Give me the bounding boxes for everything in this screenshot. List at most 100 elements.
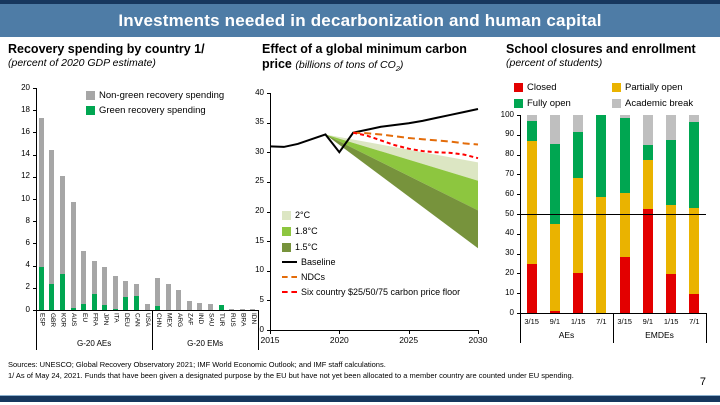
footnote-text: 1/ As of May 24, 2021. Funds that have b…	[8, 371, 574, 381]
x-tick	[478, 330, 479, 334]
bar-green-CHN	[155, 306, 161, 310]
y-tick	[267, 270, 270, 272]
y-tick-label: 90	[505, 129, 514, 139]
bar-nongreen-RUS	[229, 308, 235, 310]
green-swatch-icon	[86, 106, 95, 115]
bar-academic-break-2	[573, 115, 584, 132]
legend-closed: Closed	[514, 82, 557, 93]
y-tick	[33, 199, 36, 200]
x-label-CAN: CAN	[133, 313, 141, 327]
x-label-IDN: IDN	[249, 313, 257, 325]
group-label: AEs	[558, 330, 575, 340]
bar-green-ITA	[112, 308, 118, 310]
bar-nongreen-SAU	[207, 303, 213, 310]
footer: Sources: UNESCO; Global Recovery Observa…	[8, 359, 714, 382]
bar-partially-open-3	[596, 197, 607, 313]
bar-fully-open-2	[573, 131, 584, 179]
x-label-6: 1/15	[663, 317, 679, 326]
x-label-EU: EU	[80, 313, 88, 323]
band-1-8c-swatch-icon	[282, 226, 291, 236]
y-tick-label: 35	[255, 117, 264, 127]
y-tick-label: 16	[21, 126, 30, 136]
closed-swatch-icon	[514, 83, 523, 92]
bar-nongreen-IDN	[250, 308, 256, 310]
bar-partially-open-4	[619, 193, 630, 257]
line-NDCs	[353, 131, 479, 146]
y-tick	[267, 300, 270, 302]
group-label: G-20 EMs	[187, 339, 224, 348]
y-tick-label: 8	[25, 215, 30, 225]
bar-partially-open-7	[689, 208, 700, 295]
y-tick	[267, 241, 270, 243]
y-tick	[267, 211, 270, 213]
top-accent-bar	[0, 0, 720, 4]
y-tick	[267, 122, 270, 124]
x-label-FRA: FRA	[91, 313, 99, 326]
bar-academic-break-1	[549, 115, 560, 144]
bar-closed-1	[549, 311, 560, 313]
bar-nongreen-EU	[81, 251, 87, 305]
y-tick	[517, 115, 520, 116]
legend-price-floor: Six country $25/50/75 carbon price floor	[282, 287, 460, 297]
legend-ndcs: NDCs	[282, 272, 325, 282]
bar-nongreen-DEU	[123, 281, 129, 298]
bar-nongreen-JPN	[102, 266, 108, 305]
x-tick	[408, 330, 410, 334]
x-tick-label: 2025	[399, 335, 419, 345]
carbon-chart-panel: Effect of a global minimum carbon price …	[240, 42, 490, 356]
x-label-5: 9/1	[642, 317, 654, 326]
band-2c-swatch-icon	[282, 210, 291, 220]
y-tick	[517, 313, 520, 314]
y-tick	[517, 154, 520, 156]
bar-nongreen-ESP	[38, 117, 44, 267]
recovery-chart-title: Recovery spending by country 1/	[8, 42, 205, 56]
bar-academic-break-7	[689, 115, 700, 122]
legend-baseline: Baseline	[282, 257, 336, 267]
schools-chart-subtitle: (percent of students)	[506, 56, 603, 69]
bar-green-JPN	[102, 305, 108, 310]
y-tick	[517, 273, 520, 275]
bar-nongreen-KOR	[59, 175, 65, 275]
group-separator	[520, 313, 521, 343]
fifty-percent-line	[520, 214, 706, 215]
x-label-DEU: DEU	[123, 313, 131, 327]
bottom-accent-bar	[0, 395, 720, 402]
schools-chart-title: School closures and enrollment	[506, 42, 696, 56]
y-tick-label: 20	[21, 82, 30, 92]
bar-partially-open-0	[526, 140, 537, 265]
carbon-chart-svg	[269, 108, 479, 249]
bar-fully-open-5	[642, 144, 653, 160]
y-tick-label: 0	[25, 304, 30, 314]
y-tick-label: 40	[255, 87, 264, 97]
x-label-ZAF: ZAF	[186, 313, 194, 326]
slide-title: Investments needed in decarbonization an…	[118, 10, 602, 30]
carbon-chart-subtitle: (billions of tons of CO2)	[295, 58, 404, 73]
x-label-ITA: ITA	[112, 313, 120, 323]
bar-partially-open-5	[642, 159, 653, 210]
group-separator	[36, 310, 37, 350]
bar-fully-open-7	[689, 121, 700, 209]
group-label: G-20 AEs	[77, 339, 112, 348]
y-tick	[33, 265, 36, 267]
recovery-chart-panel: Recovery spending by country 1/ (percent…	[8, 42, 260, 356]
legend-green-label: Green recovery spending	[99, 105, 206, 116]
bar-partially-open-6	[666, 205, 677, 275]
y-tick-label: 5	[259, 294, 264, 304]
line-Baseline	[269, 108, 479, 154]
y-tick-label: 20	[505, 267, 514, 277]
price-floor-line-icon	[282, 291, 297, 293]
bar-nongreen-FRA	[91, 261, 97, 294]
bar-green-AUS	[70, 308, 76, 310]
recovery-plot-area	[36, 88, 259, 311]
group-separator	[613, 313, 614, 343]
y-tick	[33, 110, 36, 112]
bar-nongreen-USA	[144, 303, 150, 310]
y-tick-label: 4	[25, 260, 30, 270]
x-label-4: 3/15	[617, 317, 632, 326]
y-tick	[267, 181, 270, 183]
x-label-0: 3/15	[524, 317, 539, 326]
y-tick	[267, 330, 270, 331]
legend-fully-open: Fully open	[514, 98, 571, 109]
bar-nongreen-CAN	[133, 284, 139, 297]
bar-green-KOR	[59, 274, 65, 310]
